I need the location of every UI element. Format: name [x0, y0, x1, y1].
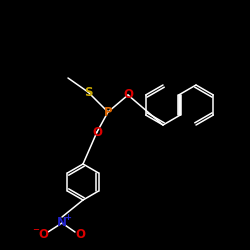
Text: O: O: [75, 228, 85, 240]
Text: O: O: [38, 228, 48, 240]
Text: P: P: [104, 106, 112, 118]
Text: N: N: [57, 216, 67, 230]
Text: +: +: [64, 214, 71, 222]
Text: O: O: [92, 126, 102, 138]
Text: O: O: [123, 88, 133, 102]
Text: S: S: [84, 86, 92, 98]
Text: −: −: [32, 226, 40, 234]
